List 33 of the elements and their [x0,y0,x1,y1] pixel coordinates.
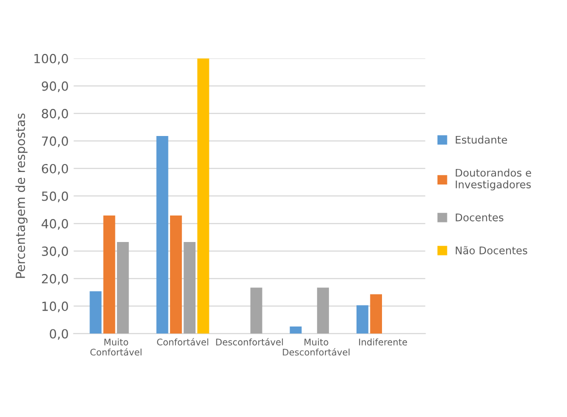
x-tick-label: Muito Desconfortável [282,338,350,356]
x-tick-label: Desconfortável [216,338,283,346]
x-tick-label: Confortável [157,338,208,346]
y-tick-label: 50,0 [42,191,68,202]
bar [317,288,329,334]
y-tick-label: 100,0 [34,54,68,65]
x-tick-label: Muito Confortável [90,338,142,356]
legend-label: Docentes [456,214,504,222]
bar [250,288,262,334]
bar [197,58,210,334]
y-tick-label: 90,0 [42,81,68,92]
y-tick-label: 10,0 [42,302,68,312]
y-tick-label: 20,0 [42,274,68,285]
y-tick-label: 30,0 [42,246,68,258]
y-axis-title: Percentagem de respostas [15,113,28,278]
x-tick-label: Indiferente [359,338,408,346]
legend-label: Estudante [456,136,508,144]
bar [184,242,196,334]
y-tick-label: 0,0 [50,329,68,340]
y-tick-label: 40,0 [42,218,68,230]
legend-label: Não Docentes [456,246,528,254]
y-tick-label: 60,0 [42,164,68,175]
bar [356,305,368,334]
y-tick-label: 80,0 [42,108,68,120]
bar [156,136,168,334]
bar [170,216,182,334]
bar [290,326,302,334]
bar [116,242,129,334]
bar [103,216,116,334]
bar [90,291,102,334]
legend-label: Doutorandos e Investigadores [456,168,532,190]
y-tick-label: 70,0 [42,136,68,148]
bar [370,294,382,334]
